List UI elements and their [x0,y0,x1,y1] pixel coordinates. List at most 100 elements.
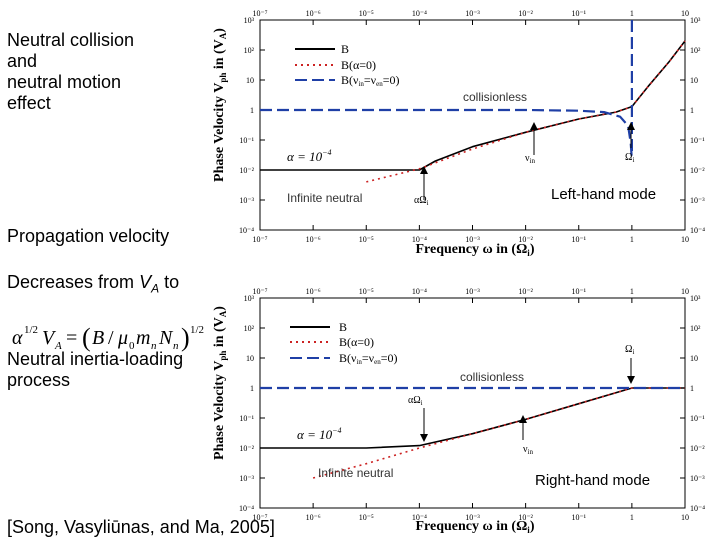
x-tick-label: 10⁻⁶ [306,235,321,244]
x-tick-label: 10⁻² [518,513,533,522]
decreases-prefix: Decreases from [7,272,135,292]
legend: B B(α=0) B(νin=νen=0) [290,320,397,366]
x-tick-label: 10 [681,235,689,244]
y-tick-label: 10⁻² [239,166,254,175]
right-hand-mode-plot: 10⁻⁷ 10⁻⁷ 10⁻⁶ 10⁻⁶ 10⁻⁵ 10⁻⁵ 10⁻⁴ 10⁻⁴ 10⁻³ 10⁻³… [212,287,705,535]
svg-text:/: / [108,327,114,349]
x-tick-label-top: 10⁻¹ [571,9,586,18]
y-tick-label: 10² [244,324,255,333]
x-tick-label: 10⁻⁶ [306,513,321,522]
legend-label-b-alpha0: B(α=0) [341,58,376,72]
x-tick-label: 10⁻⁵ [359,235,374,244]
inertia-line: process [7,370,71,390]
svg-text:α: α [12,327,23,349]
svg-text:n: n [151,340,157,352]
x-tick-label-top: 10⁻⁴ [412,9,427,18]
y-tick-label: 10⁻³ [239,474,254,483]
y-tick-label: 10⁻³ [239,196,254,205]
decreases-line: Decreases from VA to [7,272,179,300]
inertia-line: Neutral inertia-loading [7,349,184,369]
svg-text:1/2: 1/2 [24,324,38,336]
x-tick-label: 10⁻¹ [571,235,586,244]
x-tick-label: 10⁻¹ [571,513,586,522]
svg-text:1/2: 1/2 [190,324,204,336]
x-tick-label: 10 [681,513,689,522]
title-line: and [7,51,38,71]
y-tick-label-right: 10 [690,354,698,363]
y-tick-label: 10 [246,354,254,363]
y-axis-title: Phase Velocity Vph in (VA) [212,28,228,182]
x-tick-label-top: 10⁻⁴ [412,287,427,296]
y-tick-label-right: 10⁻² [690,444,705,453]
arrow-head [519,415,527,423]
mode-label-right-hand: Right-hand mode [535,472,650,489]
x-tick-label-top: 10⁻³ [465,9,480,18]
legend-label-b: B [339,320,347,334]
left-hand-mode-plot: 10⁻⁷ 10⁻⁷ 10⁻⁶ 10⁻⁶ 10⁻⁵ 10⁻⁵ 10⁻⁴ 10⁻⁴ 10⁻³ 10⁻³… [212,9,705,258]
title-line: Neutral collision [7,30,135,50]
x-tick-label-top: 1 [630,287,634,296]
svg-text:Phase Velocity Vph in (VA): Phase Velocity Vph in (VA) [212,28,228,182]
citation: [Song, Vasyliūnas, and Ma, 2005] [7,517,275,537]
y-tick-label-right: 10³ [690,294,701,303]
x-axis-title: Frequency ω in (Ωi) [416,242,535,258]
y-tick-label-right: 10⁻² [690,166,705,175]
x-tick-label-top: 10⁻⁵ [359,287,374,296]
x-tick-label: 10⁻⁷ [252,513,267,522]
legend-label-b: B [341,42,349,56]
y-tick-label: 10⁻⁴ [239,504,254,513]
inertia-text: Neutral inertia-loading process [7,349,183,391]
annotation-omega-i: Ωi [625,152,634,164]
title-line: neutral motion [7,72,122,92]
annotation-nu-in: νin [525,153,535,165]
series-line-dotted-red [366,40,686,183]
y-tick-label: 10³ [244,16,255,25]
annotation-collisionless: collisionless [460,370,524,384]
x-tick-label-top: 10⁻² [518,287,533,296]
annotation-alpha: α = 10−4 [287,148,332,164]
annotation-infinite-neutral: Infinite neutral [287,191,362,205]
x-tick-label-top: 10⁻⁵ [359,9,374,18]
x-tick-label-top: 10⁻¹ [571,287,586,296]
decreases-suffix: to [164,272,180,292]
annotation-infinite-neutral: Infinite neutral [318,466,393,480]
y-tick-label: 10² [244,46,255,55]
y-tick-label-right: 10⁻³ [690,196,705,205]
alfven-formula: α 1/2 V A = ( B / μ 0 m n N n ) 1/2 [12,323,204,352]
x-tick-label: 10⁻³ [465,235,480,244]
arrow-head [627,122,635,130]
y-tick-label-right: 1 [690,106,694,115]
svg-text:): ) [181,323,190,352]
x-tick-label: 10⁻⁷ [252,235,267,244]
x-tick-label-top: 10⁻⁷ [252,9,267,18]
arrow-head [530,122,538,130]
arrow-head [627,376,635,384]
x-tick-label: 10⁻³ [465,513,480,522]
svg-text:0: 0 [129,340,135,352]
annotation-alpha-omega: αΩi [408,395,423,407]
series-line-dotted-red [312,387,685,479]
x-tick-label: 10⁻² [518,235,533,244]
y-tick-label: 10⁻² [239,444,254,453]
y-tick-label-right: 1 [690,384,694,393]
y-tick-label-right: 10 [690,76,698,85]
y-tick-label-right: 10² [690,324,701,333]
x-tick-label: 1 [630,235,634,244]
svg-text:V: V [42,327,57,349]
y-tick-label-right: 10⁻⁴ [690,504,705,513]
x-tick-label: 10⁻⁴ [412,513,427,522]
y-tick-label: 1 [250,384,254,393]
y-tick-label-right: 10⁻³ [690,474,705,483]
y-tick-label: 10⁻¹ [239,136,254,145]
svg-text:Phase Velocity Vph in (VA): Phase Velocity Vph in (VA) [212,306,228,460]
arrow-head [420,434,428,442]
svg-text:B: B [92,327,104,349]
x-tick-label-top: 10⁻⁷ [252,287,267,296]
propagation-heading: Propagation velocity [7,226,170,246]
legend-label-b-nu0: B(νin=νen=0) [339,351,397,366]
x-tick-label-top: 10⁻³ [465,287,480,296]
svg-text:μ: μ [117,327,128,349]
y-tick-label: 1 [250,106,254,115]
x-tick-label: 10⁻⁵ [359,513,374,522]
y-tick-label-right: 10⁻¹ [690,414,705,423]
